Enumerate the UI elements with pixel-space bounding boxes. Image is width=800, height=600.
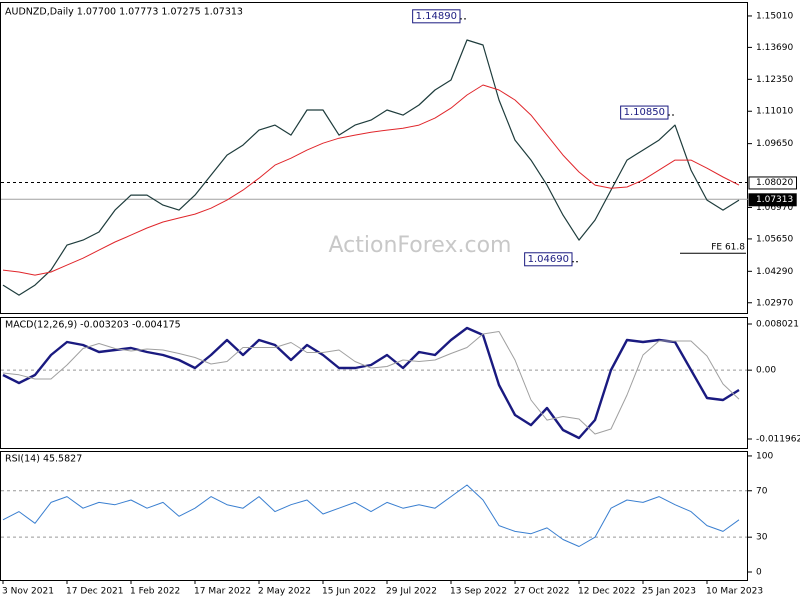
price-label: 1.07313 [756, 195, 793, 205]
y-tick-label: 1.09650 [756, 139, 793, 149]
x-tick-label: 2 May 2022 [258, 587, 311, 597]
series-line [2, 484, 740, 547]
annotation-label: 1.04690 [528, 254, 569, 265]
series-line [2, 84, 740, 276]
series-line [2, 39, 740, 296]
price-label-box [748, 176, 797, 190]
x-tick-label: 25 Jan 2023 [642, 587, 696, 597]
rsi-panel [0, 451, 748, 581]
x-tick-label: 1 Feb 2022 [130, 587, 180, 597]
annotation-label: 1.14890 [416, 11, 457, 22]
panel-title: AUDNZD,Daily 1.07700 1.07773 1.07275 1.0… [5, 7, 243, 18]
x-tick-label: 29 Jul 2022 [386, 587, 437, 597]
y-tick-label: 70 [756, 486, 768, 496]
x-tick-label: 13 Sep 2022 [450, 587, 507, 597]
x-tick-label: 10 Mar 2023 [706, 587, 763, 597]
y-tick-label: 0.00 [756, 366, 776, 376]
y-tick-label: 1.15010 [756, 11, 793, 21]
y-tick-label: 1.06970 [756, 203, 793, 213]
y-tick-label: 30 [756, 533, 768, 543]
x-tick-label: 17 Dec 2021 [66, 587, 124, 597]
annotation-box [412, 9, 461, 24]
y-tick-label: 1.13690 [756, 43, 793, 53]
series-line [2, 326, 740, 440]
y-tick-label: 1.04290 [756, 267, 793, 277]
y-tick-label: 1.02970 [756, 298, 793, 308]
price-label-box [748, 193, 797, 207]
price-label: 1.08020 [756, 178, 793, 188]
price-panel [0, 2, 748, 314]
x-tick-label: 17 Mar 2022 [194, 587, 251, 597]
y-tick-label: 100 [756, 451, 773, 461]
annotation-box [524, 252, 573, 267]
panel-title: MACD(12,26,9) -0.003203 -0.004175 [5, 320, 181, 331]
x-tick-label: 27 Oct 2022 [514, 587, 570, 597]
projection-label: FE 61.8 [711, 243, 745, 253]
macd-panel [0, 317, 748, 449]
y-tick-label: 1.05650 [756, 234, 793, 244]
annotation-box [620, 105, 669, 120]
y-tick-label: -0.011962 [756, 434, 800, 444]
y-tick-label: 1.11010 [756, 107, 793, 117]
annotation-label: 1.10850 [624, 107, 665, 118]
watermark: ActionForex.com [329, 233, 512, 258]
panel-title: RSI(14) 45.5827 [5, 454, 82, 465]
x-tick-label: 3 Nov 2021 [2, 587, 54, 597]
x-tick-label: 12 Dec 2022 [578, 587, 636, 597]
y-tick-label: 1.12350 [756, 75, 793, 85]
series-line [2, 331, 740, 435]
y-tick-label: 0 [756, 567, 762, 577]
x-tick-label: 15 Jun 2022 [322, 587, 376, 597]
y-tick-label: 0.008021 [756, 320, 799, 330]
